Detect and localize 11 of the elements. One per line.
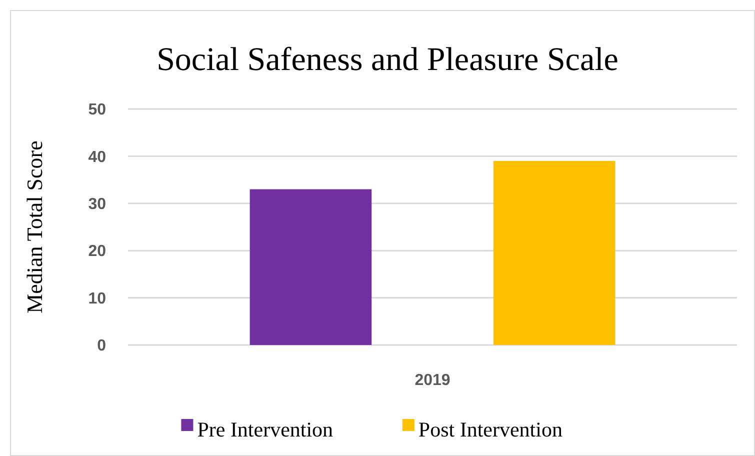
y-tick-label: 10 <box>88 290 106 308</box>
y-tick-label: 50 <box>88 102 106 119</box>
chart-title: Social Safeness and Pleasure Scale <box>156 42 618 78</box>
y-tick-label: 0 <box>97 338 106 355</box>
y-tick-label: 40 <box>88 148 106 166</box>
y-axis-title: Median Total Score <box>22 140 47 314</box>
legend-label: Post Intervention <box>418 418 563 442</box>
x-tick-label: 2019 <box>414 372 450 389</box>
legend-label: Pre Intervention <box>197 418 334 442</box>
y-tick-label: 20 <box>88 243 106 260</box>
y-tick-label: 30 <box>88 196 106 213</box>
